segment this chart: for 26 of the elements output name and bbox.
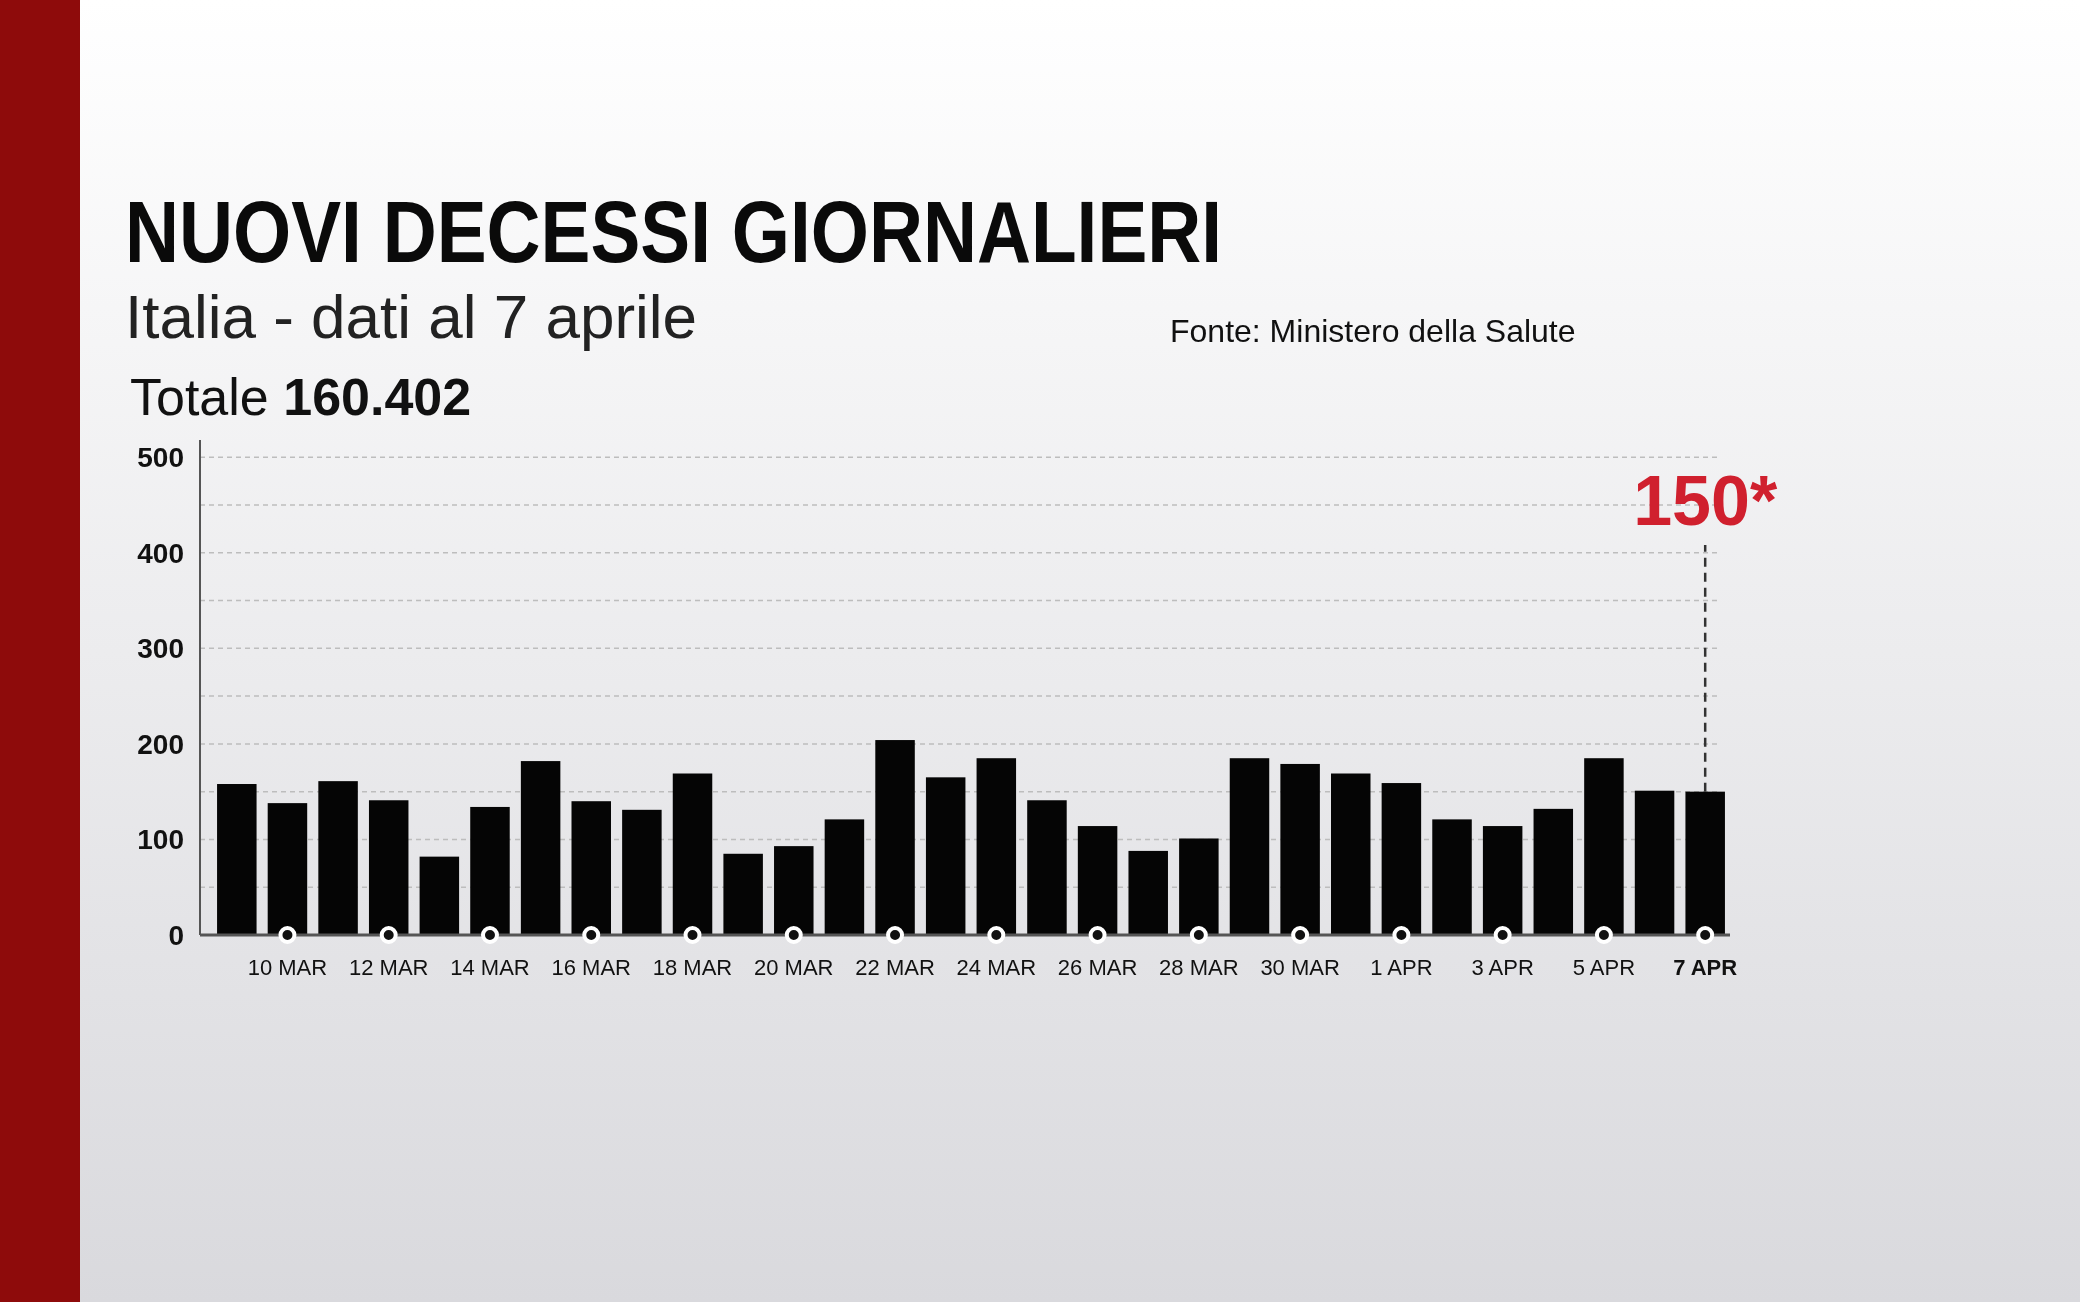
x-tick-label: 30 MAR [1260, 955, 1340, 980]
x-tick-label: 16 MAR [551, 955, 631, 980]
annotation: 150* [1633, 462, 1778, 540]
chart-title: NUOVI DECESSI GIORNALIERI [125, 182, 1223, 281]
chart-subtitle: Italia - dati al 7 aprile [125, 282, 698, 351]
y-tick-label: 0 [168, 919, 184, 951]
x-tick-label: 12 MAR [348, 955, 429, 980]
y-tick-label: 500 [137, 442, 184, 473]
x-tick-label: 14 MAR [450, 955, 530, 980]
x-tick-label: 20 MAR [754, 955, 834, 980]
source-note: Fonte: Ministero della Salute [1170, 313, 1576, 349]
x-tick-label: 5 APR [1572, 955, 1636, 980]
x-tick-label: 26 MAR [1057, 955, 1138, 980]
x-tick-label: 22 MAR [855, 955, 935, 980]
x-tick-label: 18 MAR [652, 955, 733, 980]
x-tick-label: 3 APR [1471, 955, 1534, 980]
x-tick-label: 7 APR [1673, 955, 1738, 980]
x-tick-label: 24 MAR [956, 955, 1037, 980]
y-tick-label: 400 [137, 537, 184, 569]
y-tick-label: 100 [137, 824, 184, 856]
x-tick-label: 1 APR [1370, 955, 1433, 980]
text: Totale 160.402 [130, 368, 472, 426]
x-tick-label: 10 MAR [247, 955, 328, 980]
y-tick-label: 200 [137, 728, 184, 760]
y-tick-label: 300 [137, 633, 184, 665]
x-tick-label: 28 MAR [1159, 955, 1239, 980]
